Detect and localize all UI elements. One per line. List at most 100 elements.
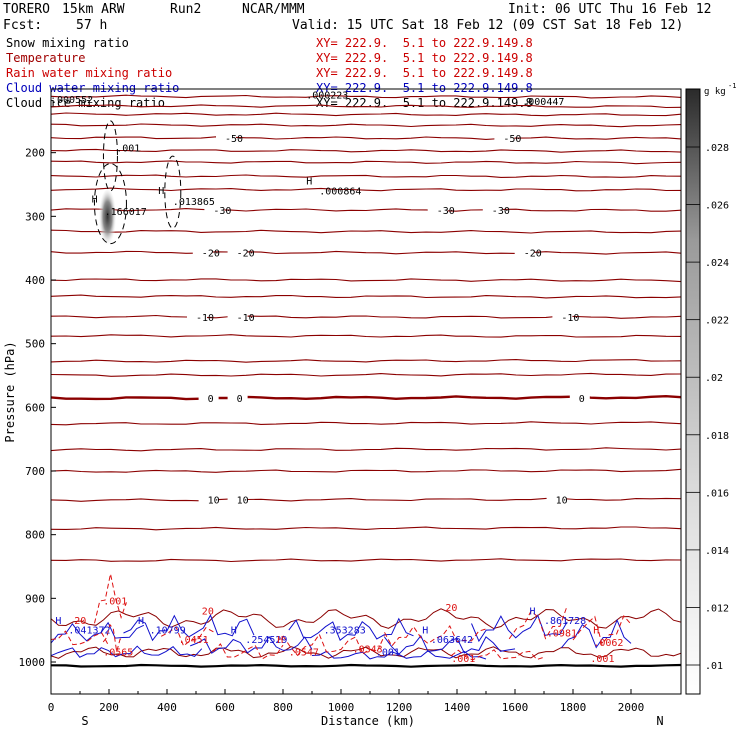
x-tick-label: 2000 (618, 701, 645, 714)
contour-label: .001 (376, 648, 400, 659)
rain-label: .0565 (103, 648, 133, 659)
colorbar-tick-label: .01 (705, 661, 723, 672)
colorbar-tick-label: .014 (705, 546, 729, 557)
isotherm-label: -30 (492, 206, 510, 217)
colorbar-tick-label: .022 (705, 316, 729, 327)
isotherm-label: 0 (579, 394, 585, 405)
rain-contour (572, 614, 632, 646)
x-axis-label: Distance (km) (321, 714, 415, 728)
isotherm-label: 10 (208, 496, 220, 507)
colorbar-tick-label: .012 (705, 603, 729, 614)
rain-contour (51, 630, 110, 647)
isotherm-label: -20 (202, 249, 220, 260)
x-tick-label: 400 (157, 701, 177, 714)
cloud-water-contour (190, 635, 313, 654)
isotherm-label: -20 (237, 249, 255, 260)
isotherm-line (51, 646, 681, 659)
colorbar-tick-label: .026 (705, 201, 729, 212)
isotherm-label-bg (569, 392, 590, 404)
cloud-water-contour (123, 614, 255, 642)
isotherm-line (51, 136, 681, 140)
isotherm-line (51, 112, 681, 117)
contour-label: .000864 (319, 187, 361, 198)
y-tick-label: 900 (25, 592, 45, 605)
isotherm-label: 0 (208, 394, 214, 405)
valid-time: Valid: 15 UTC Sat 18 Feb 12 (09 CST Sat … (292, 18, 684, 33)
legend-name-rain: Rain water mixing ratio (6, 66, 173, 80)
contour-label: .000223 (306, 91, 348, 102)
contour-label: H (306, 177, 312, 188)
isotherm-label: -30 (213, 206, 231, 217)
model-resolution: 15km ARW (62, 2, 125, 17)
rain-label: .001 (103, 597, 127, 608)
rain-contour (160, 626, 214, 647)
isotherm-label: -10 (237, 313, 255, 324)
legend-name-temperature: Temperature (6, 51, 86, 65)
isotherm-line (51, 359, 681, 363)
isotherm-label: -10 (196, 313, 214, 324)
isotherm-label: -10 (561, 313, 579, 324)
isotherm-line (51, 208, 681, 212)
isotherm-label-bg (198, 392, 219, 404)
isotherm-line (51, 148, 681, 153)
rain-label: 20 (202, 606, 214, 617)
isotherm-line (51, 123, 681, 128)
rain-contour (102, 623, 124, 652)
rain-contour (213, 643, 284, 660)
contour-label: .861728 (544, 616, 586, 627)
rain-label: H (593, 625, 599, 636)
legend-xy-temperature: XY= 222.9. 5.1 to 222.9.149.8 (316, 51, 533, 65)
rain-label: .0062 (593, 638, 623, 649)
contour-label: .001 (116, 143, 140, 154)
forecast-label: Fcst: (3, 18, 43, 33)
rain-label: .001 (590, 654, 614, 665)
legend-name-cloud-water: Cloud water mixing ratio (6, 81, 180, 95)
isotherm-label-bg (546, 494, 567, 506)
x-tick-label: 1400 (444, 701, 471, 714)
contour-label: .000447 (522, 97, 564, 108)
isotherm-label-bg (227, 392, 248, 404)
colorbar (685, 88, 701, 695)
y-tick-label: 700 (25, 465, 45, 478)
isotherm-line (51, 468, 681, 473)
contour-label: .353283 (324, 625, 366, 636)
isotherm-line (51, 174, 681, 178)
isotherm-label: -50 (503, 134, 521, 145)
contour-label: H (55, 616, 61, 627)
contour-label: .166017 (105, 207, 147, 218)
ground-line (51, 663, 681, 668)
contour-label: H (231, 625, 237, 636)
isotherm-label-bg (227, 247, 248, 259)
isotherm-line (51, 294, 681, 299)
x-tick-label: 1800 (560, 701, 587, 714)
isotherm-label: -20 (524, 249, 542, 260)
legend-xy-rain: XY= 222.9. 5.1 to 222.9.149.8 (316, 66, 533, 80)
rain-label: .0451 (179, 635, 209, 646)
contour-label: .063642 (431, 635, 473, 646)
y-tick-label: 600 (25, 401, 45, 414)
isotherm-line (51, 608, 681, 630)
cloud-water-contour (51, 645, 203, 658)
colorbar-tick-label: .018 (705, 431, 729, 442)
model-run: Run2 (170, 2, 202, 17)
isotherm-label-bg (187, 311, 207, 323)
init-time: Init: 06 UTC Thu 16 Feb 12 (508, 2, 712, 17)
x-tick-label: 800 (273, 701, 293, 714)
contour-label: H (92, 194, 98, 205)
isotherm-label: 10 (237, 496, 249, 507)
cloud-water-contour (288, 617, 414, 641)
contour-label: H (138, 616, 144, 627)
rain-label: 20 (445, 603, 457, 614)
snow-contour (102, 120, 118, 192)
x-tick-label: 600 (215, 701, 235, 714)
model-org: NCAR/MMM (242, 2, 305, 17)
colorbar-tick-label: .028 (705, 143, 729, 154)
isotherm-line (51, 421, 681, 426)
model-name: TORERO (3, 2, 50, 17)
isotherm-label: -30 (437, 206, 455, 217)
y-tick-label: 800 (25, 529, 45, 542)
legend-name-cloud-ice: Cloud ice mixing ratio (6, 96, 165, 110)
legend-xy-cloud-water: XY= 222.9. 5.1 to 222.9.149.8 (316, 81, 533, 95)
rain-label: .0343 (353, 644, 383, 655)
